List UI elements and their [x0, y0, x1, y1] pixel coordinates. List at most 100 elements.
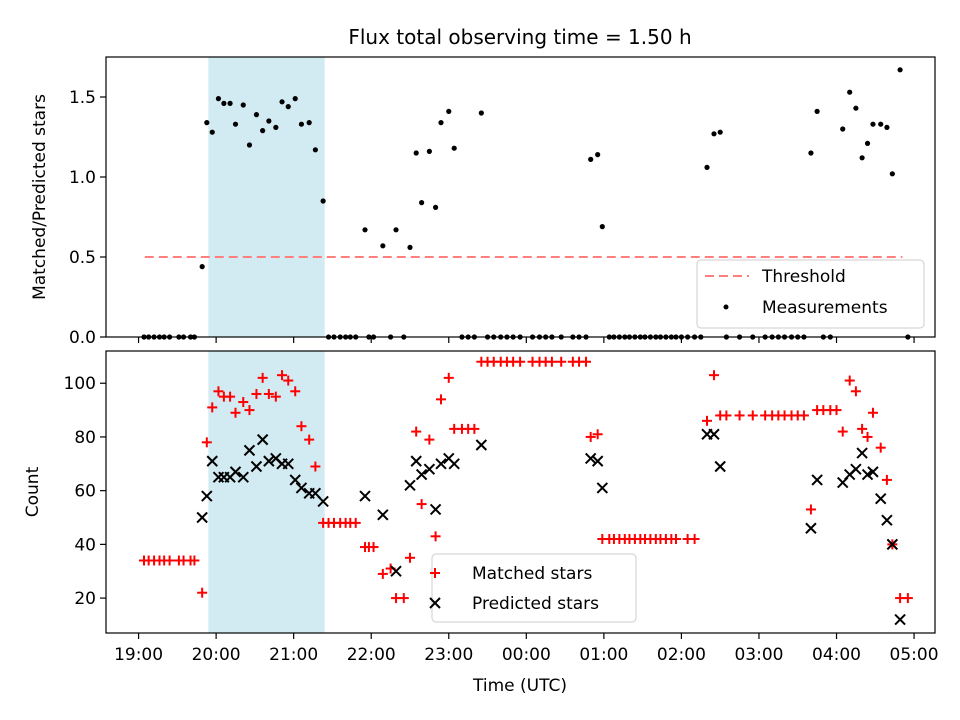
matched-stars-point — [411, 426, 422, 437]
measurement-point — [438, 120, 444, 126]
y-tick-label: 60 — [74, 482, 96, 502]
measurement-point — [298, 121, 305, 127]
matched-stars-point — [238, 397, 249, 408]
x-tick-label: 22:00 — [347, 645, 396, 665]
matched-stars-point — [798, 410, 809, 421]
predicted-stars-point — [881, 514, 893, 526]
measurement-point — [215, 96, 222, 102]
x-tick-label: 04:00 — [812, 645, 861, 665]
x-tick-label: 03:00 — [734, 645, 783, 665]
matched-stars-point — [862, 431, 873, 442]
matched-stars-point — [290, 386, 301, 397]
matched-stars-point — [875, 442, 886, 453]
measurement-point — [870, 121, 876, 127]
ratio-panel: 0.0 0.5 1.0 1.5 Matched/Predicted stars Thr… — [30, 56, 936, 348]
measurement-point — [704, 164, 710, 170]
matched-stars-point — [404, 552, 415, 563]
matched-stars-point — [867, 407, 878, 418]
y-tick-label: 80 — [74, 428, 96, 448]
measurement-point — [232, 121, 239, 127]
matched-stars-point — [257, 372, 268, 383]
predicted-stars-point — [475, 439, 488, 451]
predicted-stars-point — [289, 474, 301, 486]
predicted-stars-point — [263, 455, 275, 467]
matched-stars-point — [164, 555, 175, 566]
measurement-point — [221, 100, 227, 106]
predicted-stars-point — [390, 565, 402, 577]
measurement-point — [292, 96, 298, 102]
measurement-point — [897, 67, 903, 73]
legend-predicted-label: Predicted stars — [472, 594, 599, 614]
predicted-stars-point — [229, 466, 242, 478]
matched-stars-point — [443, 372, 454, 383]
predicted-stars-point — [886, 538, 899, 551]
legend-matched-label: Matched stars — [472, 564, 592, 584]
measurement-point — [209, 129, 215, 135]
matched-stars-point — [270, 391, 281, 402]
predicted-stars-point — [867, 466, 879, 478]
predicted-stars-point — [256, 433, 269, 446]
x-tick-label: 23:00 — [424, 645, 473, 665]
matched-stars-point — [670, 534, 681, 544]
matched-stars-point — [747, 410, 758, 421]
matched-stars-point — [881, 474, 892, 485]
y-tick-label: 1.5 — [69, 88, 96, 108]
matched-stars-point — [546, 356, 557, 367]
measurement-point — [273, 124, 279, 130]
y-tick-label: 40 — [74, 535, 96, 555]
ratio-y-axis-label: Matched/Predicted stars — [30, 94, 50, 300]
matched-stars-point — [283, 375, 294, 386]
y-tick-label: 20 — [74, 589, 96, 609]
measurement-point — [808, 150, 814, 156]
predicted-stars-point — [404, 479, 416, 491]
measurement-point — [426, 148, 432, 154]
measurement-point — [362, 227, 368, 233]
matched-stars-point — [197, 587, 208, 598]
predicted-stars-point — [282, 458, 294, 470]
chart-title: Flux total observing time = 1.50 h — [348, 25, 691, 49]
measurement-point — [711, 131, 717, 137]
count-y-axis-label: Count — [23, 466, 43, 517]
measurement-point — [814, 108, 820, 114]
y-tick-label: 0.0 — [69, 328, 96, 348]
predicted-stars-point — [708, 428, 720, 440]
measurement-point — [266, 118, 272, 124]
predicted-stars-point — [423, 463, 436, 475]
matched-stars-point — [734, 410, 745, 421]
predicted-stars-point — [201, 490, 213, 502]
matched-stars-point — [263, 388, 274, 399]
matched-stars-point — [377, 568, 388, 579]
predicted-stars-point — [875, 493, 887, 505]
x-tick-label: 05:00 — [890, 645, 939, 665]
matched-stars-point — [251, 388, 262, 399]
measurement-point — [260, 128, 266, 134]
measurement-point — [847, 89, 853, 95]
ratio-legend: Threshold Measurements — [696, 259, 925, 329]
predicted-stars-point — [805, 522, 817, 534]
y-tick-label: 100 — [64, 374, 96, 394]
measurement-point — [393, 227, 399, 233]
matched-stars-point — [837, 426, 848, 437]
measurement-point — [717, 129, 723, 135]
predicted-stars-point — [811, 474, 823, 486]
predicted-stars-point — [359, 490, 371, 502]
predicted-stars-point — [856, 447, 868, 459]
measurement-point — [320, 198, 326, 204]
matched-stars-point — [225, 391, 236, 402]
y-tick-label: 0.5 — [69, 248, 96, 268]
matched-stars-point — [689, 534, 700, 544]
matched-stars-point — [902, 593, 913, 604]
measurement-point — [285, 104, 291, 110]
count-legend: Matched stars Predicted stars — [429, 553, 637, 623]
predicted-stars-point — [237, 471, 249, 483]
legend-matched-swatch — [430, 568, 440, 578]
matched-stars-point — [201, 437, 212, 448]
matched-stars-point — [515, 356, 526, 367]
measurement-point — [588, 156, 594, 162]
y-tick-label: 1.0 — [69, 168, 96, 188]
measurement-point — [853, 105, 859, 111]
x-tick-label: 01:00 — [579, 645, 628, 665]
measurement-point — [227, 100, 233, 106]
predicted-stars-point — [415, 468, 428, 481]
measurement-point — [884, 124, 890, 130]
